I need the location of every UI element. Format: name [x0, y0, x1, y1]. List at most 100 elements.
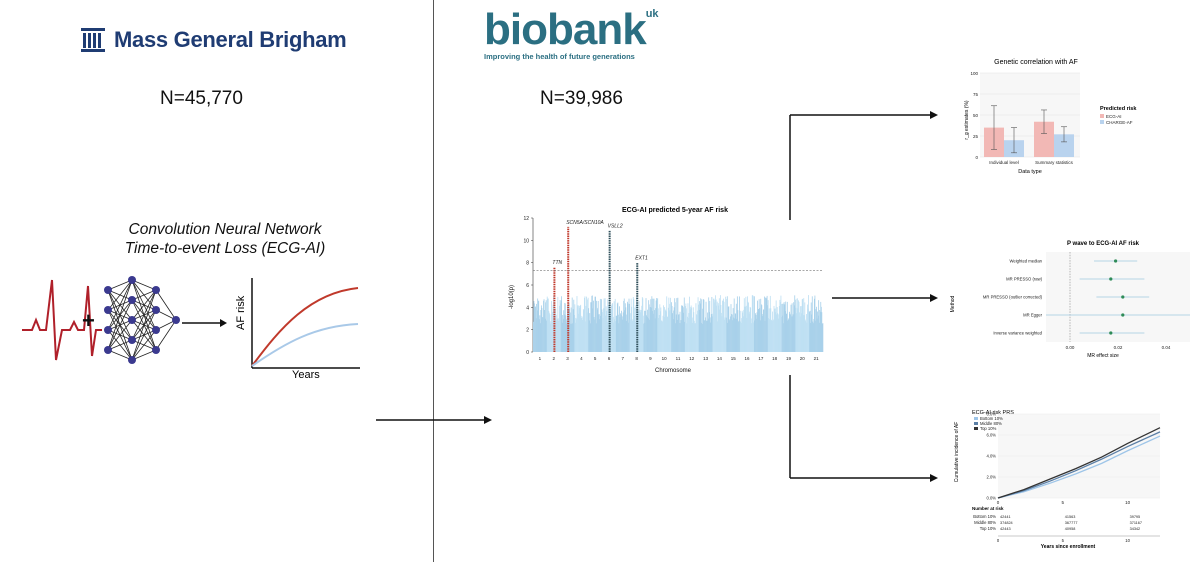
manhattan-chrom-label: 17 — [758, 356, 764, 361]
manhattan-snp-bar — [681, 305, 683, 352]
manhattan-snp-bar — [801, 299, 803, 352]
manhattan-snp-bar — [608, 306, 610, 352]
manhattan-snp-bar — [538, 319, 540, 352]
manhattan-snp-bar — [717, 303, 719, 352]
manhattan-snp-bar — [556, 318, 558, 352]
manhattan-snp-bar — [712, 313, 714, 352]
manhattan-snp-bar — [612, 316, 614, 352]
biobank-tagline: Improving the health of future generatio… — [484, 52, 635, 61]
manhattan-chrom-label: 21 — [814, 356, 820, 361]
nn-node — [152, 306, 160, 314]
manhattan-snp-bar — [732, 320, 734, 352]
manhattan-snp-bar — [773, 319, 774, 352]
manhattan-snp-bar — [817, 311, 818, 352]
nn-node — [128, 356, 136, 364]
manhattan-snp-bar — [749, 306, 751, 352]
manhattan-snp-bar — [789, 313, 791, 352]
manhattan-snp-bar — [665, 311, 667, 352]
manhattan-snp-bar — [750, 323, 752, 352]
manhattan-snp-bar — [708, 312, 710, 352]
gencorr-y-tick-label: 0 — [975, 155, 978, 160]
manhattan-snp-bar — [563, 310, 565, 352]
gencorr-legend-title: Predicted risk — [1100, 106, 1137, 112]
manhattan-snp-bar — [601, 309, 603, 352]
manhattan-peak-label: VSLL2 — [608, 223, 623, 229]
manhattan-snp-bar — [713, 298, 715, 352]
manhattan-snp-bar — [631, 306, 633, 352]
manhattan-plot: ECG-AI predicted 5-year AF risk Chromoso… — [509, 207, 824, 374]
manhattan-snp-bar — [748, 302, 749, 352]
manhattan-snp-bar — [811, 314, 813, 352]
manhattan-snp-bar — [546, 320, 548, 352]
manhattan-chrom-label: 9 — [649, 356, 652, 361]
manhattan-snp-bar — [639, 310, 641, 352]
manhattan-snp-bar — [630, 298, 632, 352]
manhattan-snp-bar — [792, 316, 794, 352]
manhattan-snp-bar — [635, 305, 637, 352]
manhattan-snp-bar — [707, 312, 709, 352]
biobank-uk: uk — [645, 8, 659, 20]
manhattan-snp-bar — [705, 317, 706, 352]
manhattan-snp-bar — [752, 295, 754, 352]
manhattan-snp-bar — [687, 303, 689, 352]
manhattan-snp-bar — [668, 297, 670, 352]
mr-x-tick-label: 0.02 — [1114, 345, 1123, 350]
manhattan-snp-bar — [727, 306, 729, 352]
manhattan-snp-bar — [539, 315, 541, 352]
manhattan-snp-bar — [576, 296, 578, 352]
manhattan-snp-bar — [811, 296, 813, 352]
manhattan-snp-bar — [650, 307, 652, 352]
manhattan-snp-bar — [551, 300, 552, 352]
manhattan-snp-bar — [688, 313, 690, 352]
manhattan-snp-bar — [790, 314, 791, 352]
km-x-tick-label: 10 — [1125, 500, 1131, 505]
manhattan-snp-bar — [639, 309, 641, 352]
manhattan-snp-bar — [596, 300, 598, 352]
manhattan-snp-bar — [565, 323, 567, 352]
manhattan-chrom-label: 14 — [717, 356, 723, 361]
manhattan-snp-bar — [604, 298, 606, 352]
manhattan-snp-bar — [570, 323, 572, 352]
manhattan-snp-bar — [594, 319, 595, 352]
manhattan-snp-bar — [754, 320, 756, 352]
manhattan-snp-bar — [676, 319, 678, 352]
mgb-n-label: N=45,770 — [160, 88, 243, 109]
manhattan-snp-bar — [622, 312, 624, 352]
manhattan-snp-bar — [744, 306, 746, 352]
km-y-tick-label: 4.0% — [986, 454, 996, 459]
manhattan-snp-bar — [640, 312, 642, 352]
manhattan-peak-label: SCN5A/SCN10A — [566, 220, 604, 226]
manhattan-snp-bar — [767, 305, 769, 352]
manhattan-snp-bar — [758, 299, 760, 352]
manhattan-snp-bar — [706, 320, 707, 352]
nn-node — [104, 286, 112, 294]
manhattan-snp-bar — [698, 309, 700, 352]
manhattan-snp-bar — [667, 316, 669, 352]
manhattan-snp-bar — [572, 323, 574, 352]
manhattan-snp-bar — [821, 323, 823, 352]
manhattan-xlabel: Chromosome — [655, 368, 692, 374]
km-legend-label: Bottom 10% — [980, 416, 1003, 421]
manhattan-snp-bar — [714, 302, 715, 352]
manhattan-snp-bar — [747, 296, 748, 352]
manhattan-snp-bar — [812, 321, 814, 352]
manhattan-snp-bar — [802, 298, 804, 352]
manhattan-snp-bar — [750, 307, 752, 352]
manhattan-snp-bar — [656, 298, 658, 352]
manhattan-snp-bar — [671, 302, 672, 352]
manhattan-snp-bar — [800, 313, 802, 352]
manhattan-snp-bar — [600, 315, 602, 352]
manhattan-snp-bar — [808, 295, 809, 352]
km-y-tick-label: 6.0% — [986, 433, 996, 438]
manhattan-snp-bar — [770, 320, 772, 352]
manhattan-snp-bar — [774, 308, 775, 352]
manhattan-snp-bar — [784, 304, 786, 352]
manhattan-snp-bar — [694, 323, 696, 352]
manhattan-snp-bar — [736, 296, 738, 352]
manhattan-snp-bar — [542, 317, 544, 352]
manhattan-snp-bar — [794, 295, 796, 352]
nn-node — [128, 296, 136, 304]
manhattan-snp-bar — [644, 310, 645, 352]
manhattan-snp-bar — [533, 301, 535, 352]
gencorr-y-tick-label: 75 — [973, 92, 979, 97]
